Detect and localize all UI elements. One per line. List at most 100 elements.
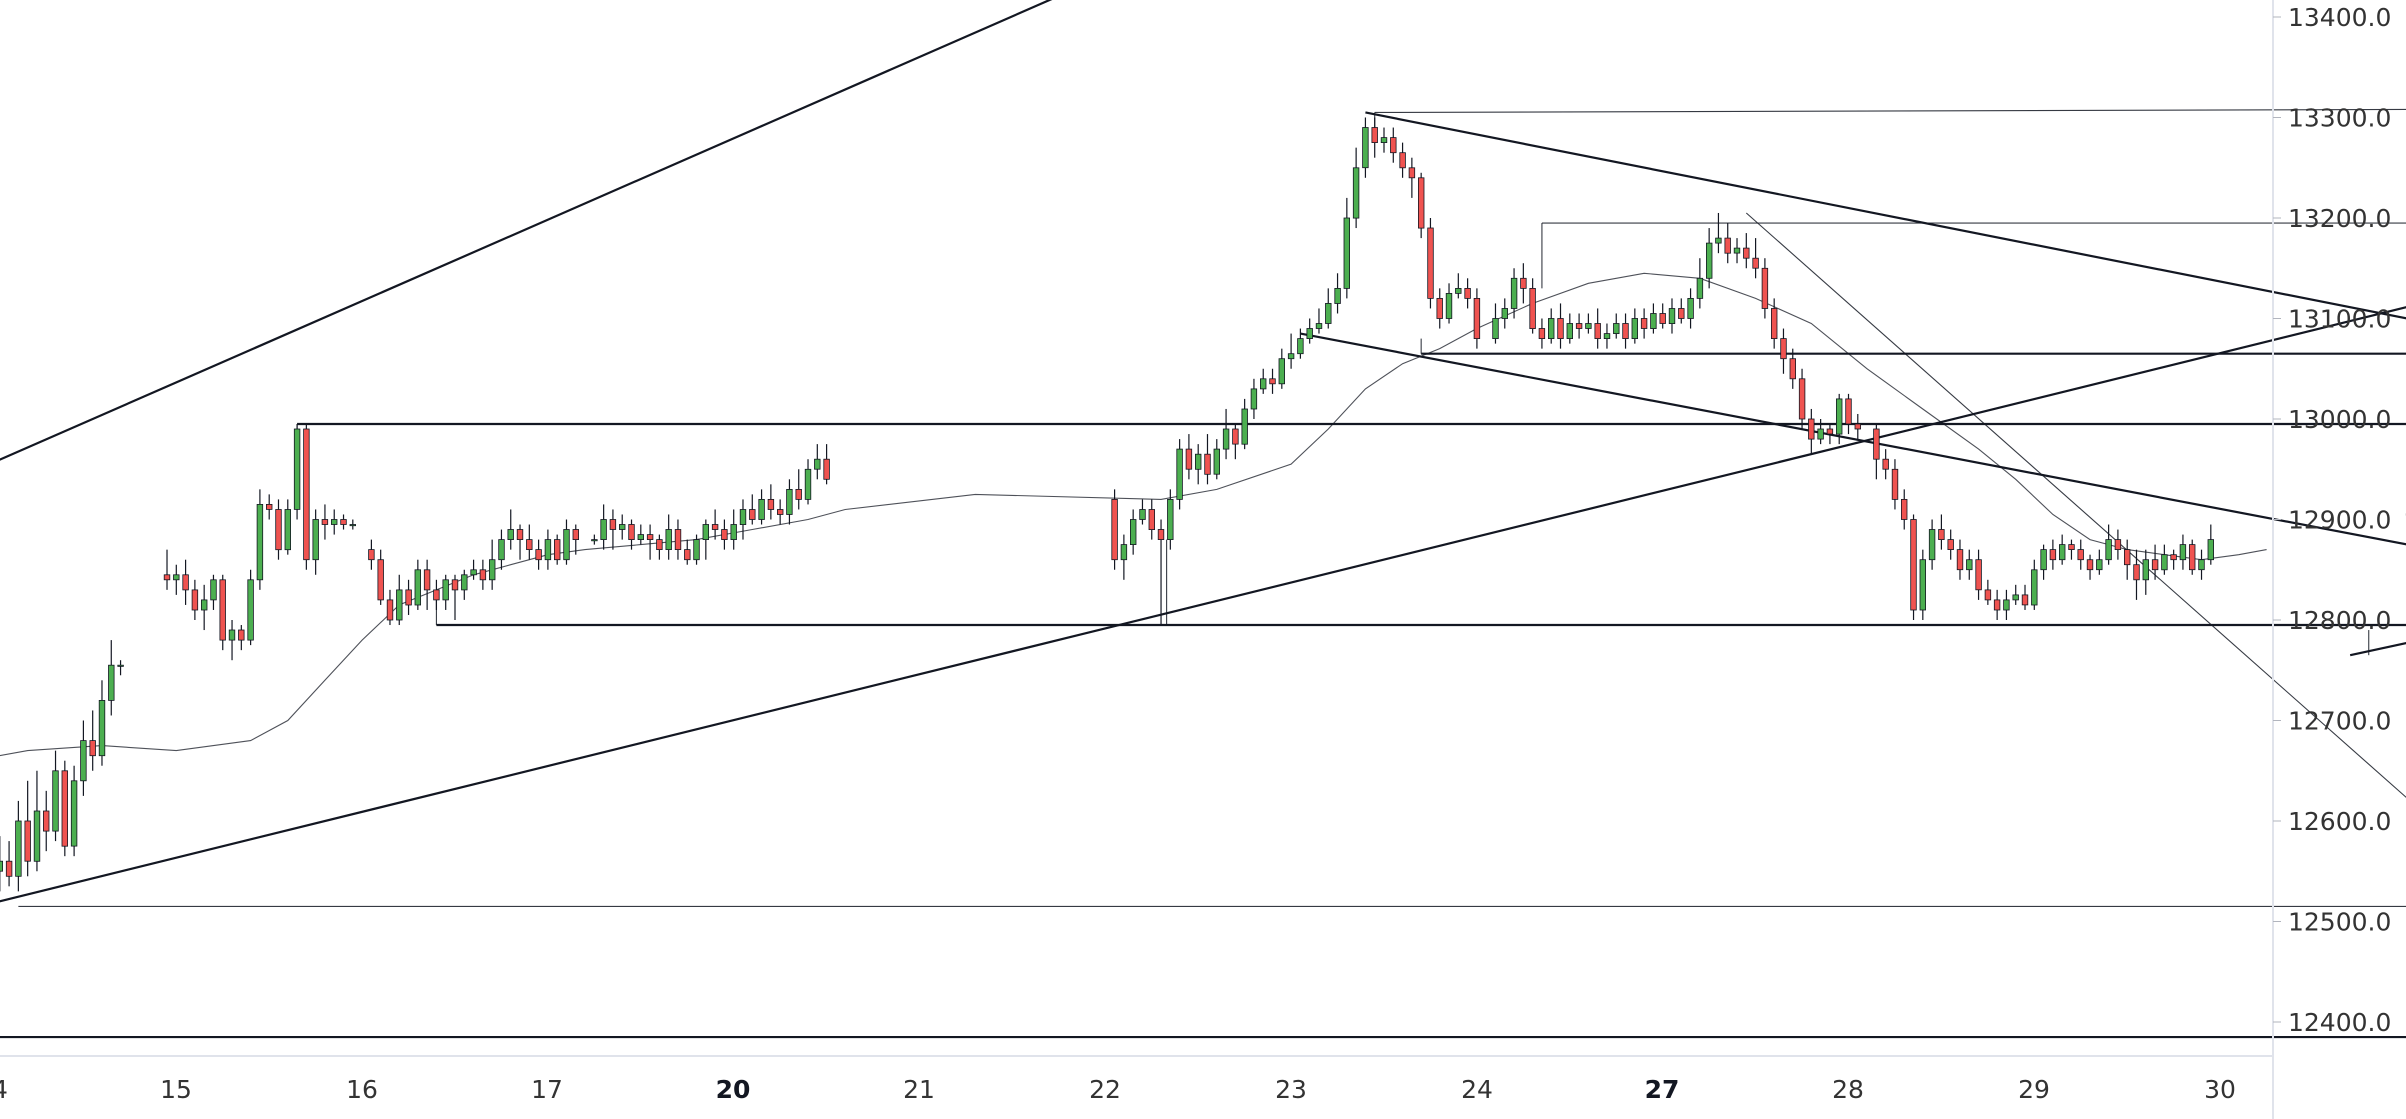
candle-body-187 — [2068, 544, 2075, 550]
candle-body-171 — [1919, 559, 1926, 611]
candle-body-127 — [1501, 308, 1508, 319]
candle-body-135 — [1575, 323, 1583, 329]
candle-body-125 — [1473, 297, 1481, 339]
candle-body-191 — [2105, 539, 2112, 561]
candle-body-52 — [507, 529, 514, 541]
candle-body-38 — [377, 559, 384, 601]
candle-body-67 — [656, 539, 663, 550]
candle-body-65 — [637, 534, 644, 540]
candle-body-48 — [470, 569, 477, 576]
candle-body-122 — [1445, 292, 1453, 319]
candle-body-151 — [1724, 237, 1731, 254]
candle-body-53 — [516, 529, 524, 541]
time-axis-labels[interactable]: 4 15 16 17 20 21 22 23 24 27 28 29 30 — [0, 1075, 2236, 1104]
time-tick-label: 16 — [346, 1075, 378, 1104]
candle-body-50 — [488, 559, 496, 581]
candle-body-98 — [1222, 428, 1230, 450]
candle-body-45 — [442, 579, 449, 601]
candle-body-85 — [823, 458, 830, 480]
candle-body-175 — [1956, 549, 1964, 571]
candle-body-165 — [1854, 423, 1861, 430]
price-tick-label: 13400.0 — [2288, 3, 2391, 32]
candle-body-60 — [591, 539, 598, 542]
candle-body-114 — [1371, 127, 1378, 144]
candle-body-181 — [2012, 594, 2019, 601]
price-axis-labels[interactable]: 12400.0 12500.0 12600.0 12700.0 12800.0 12900… — [2273, 3, 2391, 1037]
candle-body-73 — [711, 524, 719, 530]
candle-body-123 — [1455, 287, 1462, 294]
candle-body-169 — [1901, 498, 1908, 520]
candle-body-164 — [1845, 398, 1852, 425]
candle-body-84 — [814, 458, 821, 470]
candle-body-138 — [1603, 333, 1611, 340]
candle-body-20 — [200, 599, 208, 611]
candle-body-118 — [1408, 167, 1416, 179]
candle-body-96 — [1204, 453, 1211, 475]
axes-layer — [0, 0, 2274, 1119]
candle-body-161 — [1817, 428, 1824, 440]
candle-body-99 — [1232, 428, 1239, 445]
candle-body-149 — [1706, 242, 1713, 279]
candle-body-80 — [777, 509, 784, 515]
price-tick-label: 12900.0 — [2288, 506, 2391, 535]
candle-body-173 — [1938, 529, 1945, 541]
price-tick-label: 12400.0 — [2288, 1008, 2391, 1037]
candle-body-66 — [646, 534, 654, 540]
candle-body-126 — [1492, 318, 1499, 340]
candle-body-51 — [498, 539, 505, 561]
price-tick-label: 13000.0 — [2288, 405, 2391, 434]
trend-line-1 — [0, 306, 2406, 903]
candle-body-148 — [1696, 277, 1704, 299]
candle-body-192 — [2114, 539, 2122, 550]
candle-body-116 — [1390, 137, 1397, 154]
candle-body-115 — [1380, 137, 1388, 144]
candle-body-79 — [767, 498, 775, 510]
candle-body-32 — [312, 519, 319, 561]
candle-body-68 — [665, 529, 672, 551]
price-tick-label: 12500.0 — [2288, 908, 2391, 937]
candle-body-188 — [2077, 549, 2084, 561]
candle-body-106 — [1297, 338, 1304, 355]
price-tick-label: 12800.0 — [2288, 606, 2391, 635]
candle-body-6 — [33, 810, 41, 862]
candle-body-134 — [1566, 323, 1573, 340]
time-tick-label: 28 — [1832, 1075, 1864, 1104]
candle-body-159 — [1798, 378, 1806, 420]
candle-body-3 — [5, 860, 13, 877]
candle-body-197 — [2161, 554, 2168, 571]
candle-body-101 — [1250, 388, 1258, 410]
candle-body-69 — [674, 529, 682, 551]
candle-body-13 — [98, 700, 106, 757]
candle-body-176 — [1966, 559, 1973, 571]
candle-body-41 — [405, 589, 412, 606]
candle-body-58 — [563, 529, 570, 561]
candle-body-76 — [739, 509, 747, 526]
candle-body-141 — [1631, 318, 1638, 340]
candle-body-137 — [1594, 323, 1601, 340]
time-tick-label: 22 — [1089, 1075, 1121, 1104]
candle-body-40 — [396, 589, 403, 621]
candle-body-5 — [24, 820, 31, 862]
candle-body-172 — [1928, 529, 1936, 561]
candle-body-43 — [423, 569, 431, 591]
candle-body-124 — [1464, 287, 1471, 299]
candle-body-61 — [600, 519, 607, 541]
candle-body-29 — [284, 509, 291, 551]
candle-body-110 — [1334, 287, 1341, 304]
candle-body-100 — [1241, 408, 1248, 445]
candle-body-70 — [684, 549, 691, 561]
candle-body-104 — [1278, 358, 1285, 385]
candle-body-145 — [1668, 308, 1676, 325]
candle-body-46 — [451, 579, 459, 591]
candle-body-83 — [804, 468, 812, 500]
candle-body-193 — [2123, 549, 2131, 566]
candle-body-179 — [1993, 599, 2001, 611]
candle-body-8 — [52, 770, 59, 832]
candle-body-144 — [1659, 313, 1666, 324]
candle-body-183 — [2031, 569, 2038, 606]
candle-body-89 — [1139, 509, 1146, 520]
candle-body-88 — [1130, 519, 1137, 546]
time-tick-label: 23 — [1275, 1075, 1307, 1104]
candle-body-112 — [1352, 167, 1360, 219]
